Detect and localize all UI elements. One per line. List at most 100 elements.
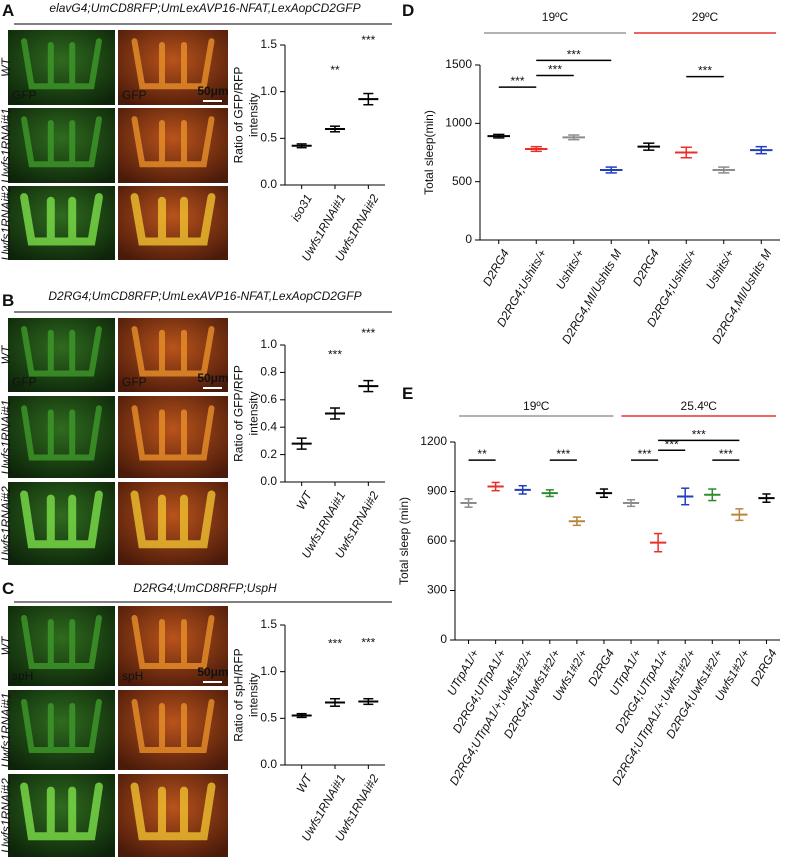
neuropil [21,405,102,461]
y-tick-label: 1200 [420,434,447,448]
scale-bar-label: 50μm [197,665,228,679]
panel-header: elavG4;UmCD8RFP;UmLexAVP16-NFAT,LexAopCD… [49,1,360,15]
row-label: WT [0,57,13,77]
neuropil [131,615,215,669]
row-label: Uwfs1RNAi#1 [0,693,13,768]
significance: *** [328,348,342,362]
neuropil [130,193,216,246]
y-tick-label: 0.2 [260,447,277,461]
comparison-label: *** [692,427,706,441]
x-tick-label: WT [293,487,315,512]
neuropil [20,782,103,841]
y-tick-label: 0.8 [260,365,277,379]
channel-label: spH [12,669,33,683]
x-tick-label: Ushits/+ [703,247,737,292]
panel-letter: C [2,579,14,598]
significance: *** [361,326,375,340]
comparison-label: *** [665,437,679,451]
row-label: WT [0,344,13,364]
significance: ** [330,63,340,77]
neuropil [131,116,215,168]
y-axis-label: Total sleep (min) [397,497,411,585]
neuropil [20,490,103,549]
channel-label: spH [122,669,143,683]
temperature-label: 29ºC [692,10,719,24]
neuropil [21,615,102,669]
y-tick-label: 500 [452,174,472,188]
y-tick-label: 1.5 [260,37,277,51]
y-tick-label: 1.0 [260,664,277,678]
channel-label: GFP [12,375,37,389]
comparison-label: *** [567,47,581,61]
x-tick-label: D2RG4 [480,247,512,289]
panel-header: D2RG4;UmCD8RFP;UspH [133,581,277,595]
y-axis-label: intensity [247,391,261,435]
y-tick-label: 1000 [445,116,472,130]
y-tick-label: 0.0 [260,474,277,488]
panel-letter: B [2,291,14,310]
significance: *** [361,636,375,650]
x-tick-label: WT [293,770,315,795]
y-tick-label: 1.5 [260,617,277,631]
y-axis-label: Ratio of GFP/RFP [232,365,246,462]
neuropil [131,326,215,377]
row-label: Uwfs1RNAi#2 [0,486,13,561]
comparison-label: *** [556,447,570,461]
comparison-label: *** [719,447,733,461]
row-label: Uwfs1RNAi#2 [0,778,13,853]
y-tick-label: 1.0 [260,337,277,351]
y-tick-label: 1500 [445,57,472,71]
temperature-label: 19ºC [542,10,569,24]
channel-label: GFP [12,88,37,102]
y-tick-label: 0.0 [260,177,277,191]
row-label: Uwfs1RNAi#2 [0,185,13,260]
row-label: Uwfs1RNAi#1 [0,108,13,183]
x-tick-label: D2RG4 [748,647,780,689]
neuropil [21,38,102,90]
neuropil [130,782,216,841]
panel-letter: E [402,384,413,403]
comparison-label: ** [477,447,487,461]
temperature-label: 19ºC [523,399,550,413]
comparison-label: *** [548,63,562,77]
y-tick-label: 1.0 [260,84,277,98]
x-tick-label: Ushits/+ [553,247,587,292]
y-tick-label: 0 [465,232,472,246]
row-label: WT [0,635,13,655]
neuropil [131,405,215,461]
row-label: Uwfs1RNAi#1 [0,400,13,475]
y-tick-label: 0.0 [260,757,277,771]
y-tick-label: 300 [427,583,447,597]
panel-letter: A [2,1,14,20]
y-tick-label: 0.4 [260,419,277,433]
significance: *** [328,636,342,650]
scale-bar-label: 50μm [197,84,228,98]
y-axis-label: Ratio of GFP/RFP [232,67,246,164]
channel-label: GFP [122,375,147,389]
y-tick-label: 0.6 [260,392,277,406]
neuropil [131,699,215,753]
y-tick-label: 0.5 [260,711,277,725]
comparison-label: *** [510,74,524,88]
neuropil [131,38,215,90]
neuropil [20,193,103,246]
neuropil [21,699,102,753]
temperature-label: 25.4ºC [681,399,718,413]
x-tick-label: iso31 [288,192,314,224]
comparison-label: *** [638,447,652,461]
comparison-label: *** [698,64,712,78]
y-tick-label: 600 [427,533,447,547]
channel-label: GFP [122,88,147,102]
y-axis-label: intensity [247,673,261,717]
panel-header: D2RG4;UmCD8RFP;UmLexAVP16-NFAT,LexAopCD2… [48,289,361,303]
panel-letter: D [402,1,414,20]
y-axis-label: Total sleep(min) [422,110,436,195]
neuropil [21,116,102,168]
neuropil [21,326,102,377]
x-tick-label: D2RG4 [630,247,662,289]
significance: *** [361,33,375,47]
y-axis-label: Ratio of spH/RFP [232,648,246,741]
y-tick-label: 0 [440,632,447,646]
y-axis-label: intensity [247,93,261,137]
